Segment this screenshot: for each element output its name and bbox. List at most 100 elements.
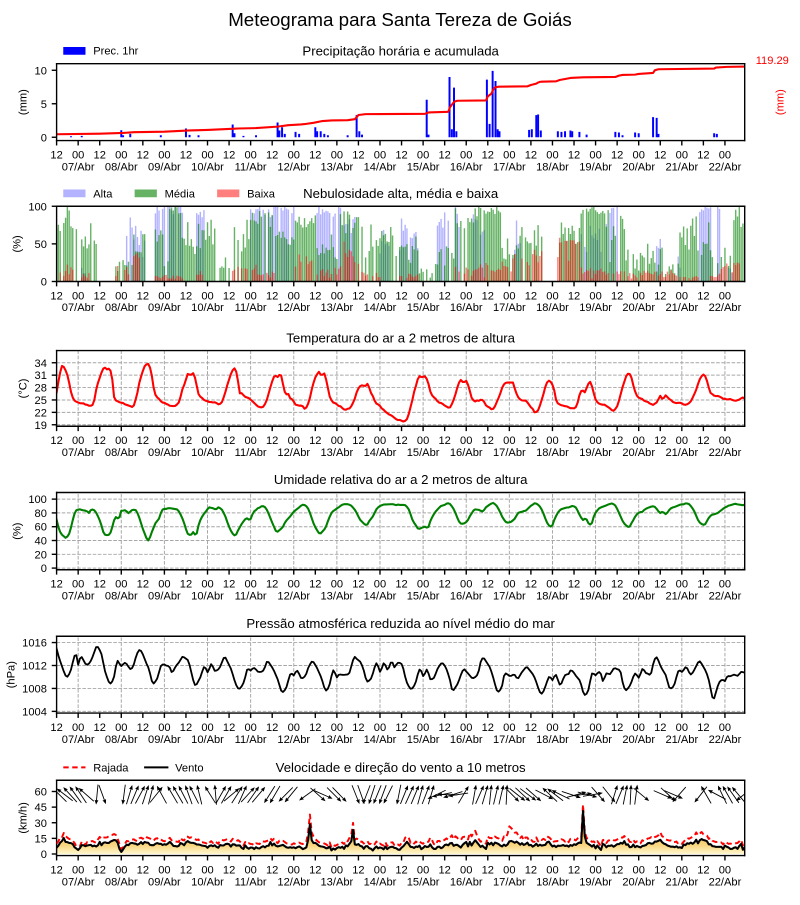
svg-text:(hPa): (hPa) xyxy=(5,661,17,688)
svg-text:1012: 1012 xyxy=(22,661,47,673)
svg-text:12: 12 xyxy=(352,864,364,876)
svg-text:11/Abr: 11/Abr xyxy=(235,876,267,888)
svg-text:12: 12 xyxy=(482,864,494,876)
svg-text:00: 00 xyxy=(503,864,515,876)
svg-text:12: 12 xyxy=(94,290,106,302)
svg-text:12/Abr: 12/Abr xyxy=(277,734,310,746)
svg-text:80: 80 xyxy=(35,508,47,520)
svg-text:60: 60 xyxy=(35,787,47,799)
svg-text:16/Abr: 16/Abr xyxy=(450,161,483,173)
svg-text:00: 00 xyxy=(72,722,84,734)
svg-text:20/Abr: 20/Abr xyxy=(622,876,655,888)
svg-text:12: 12 xyxy=(654,435,666,447)
svg-text:00: 00 xyxy=(719,149,731,161)
svg-text:12: 12 xyxy=(180,149,192,161)
svg-text:00: 00 xyxy=(589,435,601,447)
svg-text:12: 12 xyxy=(654,864,666,876)
svg-text:22/Abr: 22/Abr xyxy=(709,876,742,888)
svg-text:00: 00 xyxy=(331,864,343,876)
svg-text:16/Abr: 16/Abr xyxy=(450,876,483,888)
svg-text:12: 12 xyxy=(395,722,407,734)
svg-text:00: 00 xyxy=(288,579,300,591)
svg-text:00: 00 xyxy=(719,579,731,591)
svg-text:08/Abr: 08/Abr xyxy=(105,590,138,602)
svg-text:00: 00 xyxy=(115,435,127,447)
svg-text:12: 12 xyxy=(223,435,235,447)
svg-text:19/Abr: 19/Abr xyxy=(579,876,612,888)
svg-text:12: 12 xyxy=(395,290,407,302)
svg-text:00: 00 xyxy=(115,290,127,302)
svg-text:00: 00 xyxy=(331,722,343,734)
svg-text:(°C): (°C) xyxy=(18,378,30,398)
svg-text:00: 00 xyxy=(719,435,731,447)
svg-text:19/Abr: 19/Abr xyxy=(579,447,612,459)
svg-text:25: 25 xyxy=(35,395,47,407)
svg-text:12/Abr: 12/Abr xyxy=(277,302,310,314)
svg-text:00: 00 xyxy=(633,435,645,447)
svg-text:12: 12 xyxy=(223,290,235,302)
svg-text:12: 12 xyxy=(309,722,321,734)
svg-text:00: 00 xyxy=(460,435,472,447)
svg-text:20/Abr: 20/Abr xyxy=(622,734,655,746)
svg-text:18/Abr: 18/Abr xyxy=(536,447,569,459)
svg-text:08/Abr: 08/Abr xyxy=(105,876,138,888)
svg-text:11/Abr: 11/Abr xyxy=(235,447,267,459)
svg-text:00: 00 xyxy=(72,435,84,447)
svg-text:00: 00 xyxy=(244,864,256,876)
svg-text:5: 5 xyxy=(41,99,47,111)
svg-text:12: 12 xyxy=(352,149,364,161)
svg-text:00: 00 xyxy=(201,290,213,302)
svg-text:11/Abr: 11/Abr xyxy=(235,161,267,173)
svg-text:07/Abr: 07/Abr xyxy=(62,876,95,888)
svg-text:12: 12 xyxy=(309,864,321,876)
svg-text:12: 12 xyxy=(137,149,149,161)
svg-text:12: 12 xyxy=(482,435,494,447)
svg-text:12: 12 xyxy=(482,579,494,591)
svg-text:12: 12 xyxy=(94,435,106,447)
svg-text:12: 12 xyxy=(438,149,450,161)
svg-text:12: 12 xyxy=(266,722,278,734)
svg-text:12: 12 xyxy=(94,864,106,876)
svg-text:12: 12 xyxy=(309,149,321,161)
svg-text:00: 00 xyxy=(244,579,256,591)
svg-text:14/Abr: 14/Abr xyxy=(364,161,397,173)
svg-text:00: 00 xyxy=(589,864,601,876)
svg-text:00: 00 xyxy=(374,435,386,447)
svg-text:00: 00 xyxy=(460,149,472,161)
svg-text:22/Abr: 22/Abr xyxy=(709,734,742,746)
svg-text:0: 0 xyxy=(41,849,47,861)
svg-text:Meteograma para Santa Tereza d: Meteograma para Santa Tereza de Goiás xyxy=(228,9,572,30)
svg-text:1016: 1016 xyxy=(22,638,47,650)
svg-text:18/Abr: 18/Abr xyxy=(536,876,569,888)
svg-text:00: 00 xyxy=(676,290,688,302)
svg-text:12: 12 xyxy=(568,435,580,447)
svg-text:14/Abr: 14/Abr xyxy=(364,302,397,314)
svg-text:0: 0 xyxy=(41,563,47,575)
svg-text:21/Abr: 21/Abr xyxy=(665,734,698,746)
svg-text:12: 12 xyxy=(611,290,623,302)
svg-text:12: 12 xyxy=(438,864,450,876)
svg-text:18/Abr: 18/Abr xyxy=(536,302,569,314)
svg-text:14/Abr: 14/Abr xyxy=(364,590,397,602)
svg-text:12: 12 xyxy=(525,290,537,302)
svg-text:12: 12 xyxy=(611,435,623,447)
svg-text:21/Abr: 21/Abr xyxy=(665,302,698,314)
svg-text:12: 12 xyxy=(525,864,537,876)
svg-text:12: 12 xyxy=(611,579,623,591)
svg-text:12: 12 xyxy=(137,864,149,876)
svg-text:10/Abr: 10/Abr xyxy=(191,734,224,746)
svg-text:12: 12 xyxy=(309,290,321,302)
svg-text:19/Abr: 19/Abr xyxy=(579,161,612,173)
svg-text:13/Abr: 13/Abr xyxy=(321,302,354,314)
svg-text:17/Abr: 17/Abr xyxy=(493,734,526,746)
svg-text:12: 12 xyxy=(482,290,494,302)
svg-text:13/Abr: 13/Abr xyxy=(321,161,354,173)
svg-text:00: 00 xyxy=(201,149,213,161)
svg-text:00: 00 xyxy=(158,149,170,161)
svg-text:00: 00 xyxy=(374,149,386,161)
svg-text:00: 00 xyxy=(158,579,170,591)
svg-text:17/Abr: 17/Abr xyxy=(493,447,526,459)
svg-text:12: 12 xyxy=(654,149,666,161)
svg-text:119.29: 119.29 xyxy=(756,55,789,67)
svg-text:11/Abr: 11/Abr xyxy=(235,302,267,314)
